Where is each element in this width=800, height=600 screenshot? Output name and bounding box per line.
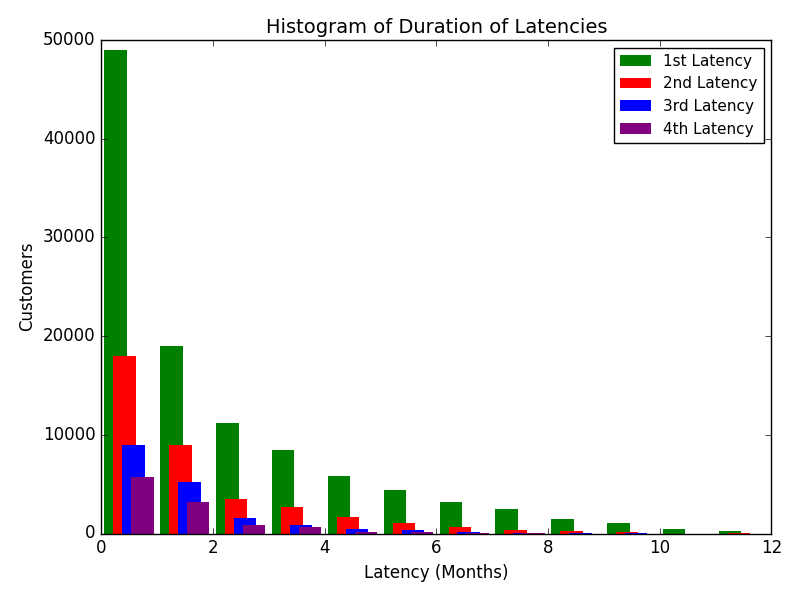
Bar — [105, 50, 127, 533]
Bar — [290, 524, 312, 533]
Bar — [616, 532, 638, 533]
Bar — [114, 356, 136, 533]
Bar — [495, 509, 518, 533]
Bar — [410, 532, 433, 533]
Bar — [225, 499, 247, 533]
Bar — [663, 529, 686, 533]
X-axis label: Latency (Months): Latency (Months) — [364, 564, 509, 582]
Bar — [160, 346, 182, 533]
Title: Histogram of Duration of Latencies: Histogram of Duration of Latencies — [266, 18, 607, 37]
Bar — [551, 518, 574, 533]
Bar — [384, 490, 406, 533]
Bar — [607, 523, 630, 533]
Bar — [243, 524, 266, 533]
Bar — [131, 477, 154, 533]
Bar — [354, 532, 377, 533]
Bar — [504, 530, 526, 533]
Bar — [449, 527, 471, 533]
Bar — [560, 530, 582, 533]
Bar — [187, 502, 210, 533]
Bar — [337, 517, 359, 533]
Bar — [440, 502, 462, 533]
Legend: 1st Latency, 2nd Latency, 3rd Latency, 4th Latency: 1st Latency, 2nd Latency, 3rd Latency, 4… — [614, 47, 764, 143]
Bar — [393, 523, 415, 533]
Bar — [328, 476, 350, 533]
Bar — [299, 527, 321, 533]
Bar — [272, 449, 294, 533]
Bar — [346, 529, 368, 533]
Bar — [719, 530, 742, 533]
Bar — [281, 507, 303, 533]
Bar — [458, 532, 480, 533]
Bar — [234, 518, 256, 533]
Bar — [216, 423, 238, 533]
Bar — [122, 445, 145, 533]
Bar — [402, 530, 424, 533]
Y-axis label: Customers: Customers — [18, 242, 36, 331]
Bar — [178, 482, 201, 533]
Bar — [170, 445, 192, 533]
